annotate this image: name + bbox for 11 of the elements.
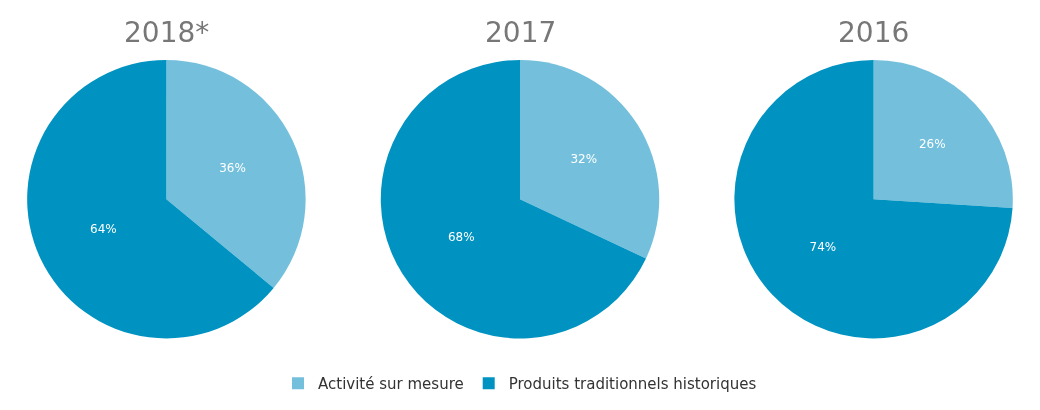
data-label: 68%: [447, 229, 475, 244]
data-label: 36%: [219, 161, 246, 176]
data-label: 64%: [90, 221, 117, 236]
slice-label: 2018*: [124, 16, 210, 49]
legend-label: Activité sur mesure: [318, 375, 464, 394]
data-label: 32%: [570, 151, 598, 166]
data-label: 26%: [918, 137, 946, 152]
legend-label: Produits traditionnels historiques: [508, 375, 757, 394]
slice-label: 2017: [485, 16, 557, 49]
data-label: 74%: [809, 239, 837, 254]
slice-label: 2016: [838, 16, 910, 49]
